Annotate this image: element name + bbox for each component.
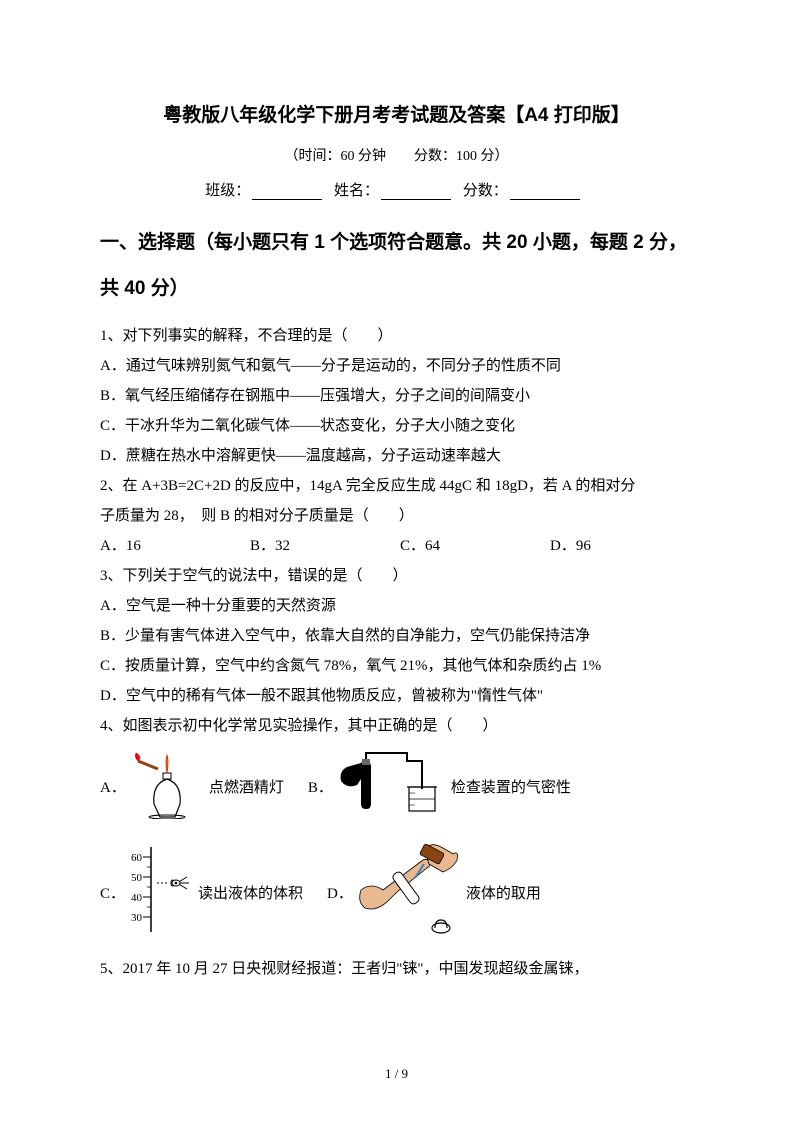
- q2-opt-c: C．64: [400, 531, 550, 561]
- q4-row1: A． 点燃酒精灯 B． 检: [100, 749, 693, 824]
- q4-b-caption: 检查装置的气密性: [451, 776, 571, 797]
- q2-opt-d: D．96: [550, 531, 690, 561]
- alcohol-lamp-icon: [130, 749, 205, 824]
- score-label: 分数：: [463, 183, 508, 199]
- exam-meta: （时间：60 分钟 分数：100 分）: [100, 145, 693, 165]
- graduated-cylinder-icon: 60 50 40 30: [129, 847, 194, 937]
- airtightness-check-icon: [337, 749, 447, 824]
- q1-opt-b: B．氧气经压缩储存在钢瓶中——压强增大，分子之间的间隔变小: [100, 381, 693, 411]
- q4-d-label: D．: [327, 882, 353, 903]
- fill-line: 班级： 姓名： 分数：: [100, 179, 693, 200]
- q3-stem: 3、下列关于空气的说法中，错误的是（ ）: [100, 561, 693, 591]
- q3-opt-b: B．少量有害气体进入空气中，依靠大自然的自净能力，空气仍能保持洁净: [100, 621, 693, 651]
- q2-opt-a: A．16: [100, 531, 250, 561]
- q4-a-caption: 点燃酒精灯: [209, 776, 284, 797]
- svg-text:40: 40: [131, 892, 143, 904]
- q2-stem-line1: 2、在 A+3B=2C+2D 的反应中，14gA 完全反应生成 44gC 和 1…: [100, 471, 693, 501]
- q3-opt-c: C．按质量计算，空气中约含氮气 78%，氧气 21%，其他气体和杂质约占 1%: [100, 651, 693, 681]
- q4-d-caption: 液体的取用: [466, 882, 541, 903]
- svg-text:50: 50: [131, 872, 143, 884]
- q1-opt-a: A．通过气味辨别氮气和氨气——分子是运动的，不同分子的性质不同: [100, 351, 693, 381]
- page-number: 1 / 9: [0, 1066, 793, 1082]
- q4-c-caption: 读出液体的体积: [198, 882, 303, 903]
- q4-b-label: B．: [308, 776, 333, 797]
- exam-title: 粤教版八年级化学下册月考考试题及答案【A4 打印版】: [100, 100, 693, 127]
- q4-stem: 4、如图表示初中化学常见实验操作，其中正确的是（ ）: [100, 711, 693, 741]
- q5-stem: 5、2017 年 10 月 27 日央视财经报道：王者归"铼"，中国发现超级金属…: [100, 954, 693, 984]
- name-blank[interactable]: [381, 183, 451, 200]
- q2-opt-b: B．32: [250, 531, 400, 561]
- q3-opt-d: D．空气中的稀有气体一般不跟其他物质反应，曾被称为"惰性气体": [100, 681, 693, 711]
- q4-a-label: A．: [100, 776, 126, 797]
- svg-text:30: 30: [131, 912, 143, 924]
- liquid-pouring-icon: [357, 842, 462, 942]
- score-blank[interactable]: [510, 183, 580, 200]
- q1-stem: 1、对下列事实的解释，不合理的是（ ）: [100, 321, 693, 351]
- q3-opt-a: A．空气是一种十分重要的天然资源: [100, 591, 693, 621]
- svg-text:60: 60: [131, 852, 143, 864]
- q4-c-label: C．: [100, 882, 125, 903]
- q2-stem-line2: 子质量为 28， 则 B 的相对分子质量是（ ）: [100, 501, 693, 531]
- name-label: 姓名：: [334, 183, 379, 199]
- q1-opt-c: C．干冰升华为二氧化碳气体——状态变化，分子大小随之变化: [100, 411, 693, 441]
- q2-options: A．16 B．32 C．64 D．96: [100, 531, 693, 561]
- q4-row2: C． 60 50 40 30 读出液体的体积 D．: [100, 842, 693, 942]
- q1-opt-d: D．蔗糖在热水中溶解更快——温度越高，分子运动速率越大: [100, 441, 693, 471]
- class-label: 班级：: [205, 183, 250, 199]
- class-blank[interactable]: [252, 183, 322, 200]
- section-1-title: 一、选择题（每小题只有 1 个选项符合题意。共 20 小题，每题 2 分，共 4…: [100, 220, 693, 311]
